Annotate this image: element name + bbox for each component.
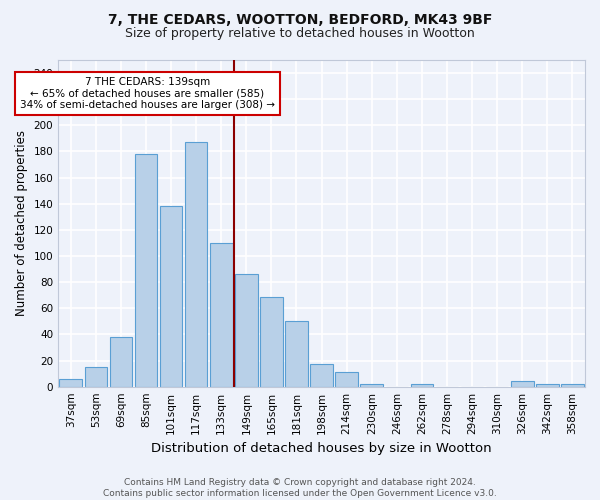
Bar (210, 243, 233, 386)
Bar (235, 274, 257, 386)
X-axis label: Distribution of detached houses by size in Wootton: Distribution of detached houses by size … (151, 442, 492, 455)
Bar (285, 322, 308, 386)
Bar (134, 154, 157, 386)
Bar (59, 379, 82, 386)
Text: 7 THE CEDARS: 139sqm
← 65% of detached houses are smaller (585)
34% of semi-deta: 7 THE CEDARS: 139sqm ← 65% of detached h… (20, 77, 275, 110)
Bar (410, 384, 433, 386)
Bar (561, 384, 584, 386)
Bar (511, 382, 533, 386)
Bar (536, 384, 559, 386)
Bar (335, 372, 358, 386)
Text: 7, THE CEDARS, WOOTTON, BEDFORD, MK43 9BF: 7, THE CEDARS, WOOTTON, BEDFORD, MK43 9B… (108, 12, 492, 26)
Bar (361, 384, 383, 386)
Bar (85, 367, 107, 386)
Bar (160, 206, 182, 386)
Text: Contains HM Land Registry data © Crown copyright and database right 2024.
Contai: Contains HM Land Registry data © Crown c… (103, 478, 497, 498)
Bar (110, 337, 132, 386)
Text: Size of property relative to detached houses in Wootton: Size of property relative to detached ho… (125, 28, 475, 40)
Bar (310, 364, 333, 386)
Bar (185, 142, 208, 386)
Y-axis label: Number of detached properties: Number of detached properties (15, 130, 28, 316)
Bar (260, 296, 283, 386)
